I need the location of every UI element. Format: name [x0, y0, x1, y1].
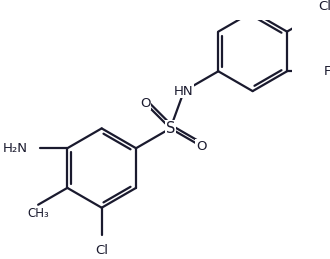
Text: F: F — [323, 65, 330, 78]
Text: Cl: Cl — [318, 0, 330, 13]
Text: O: O — [196, 140, 207, 153]
Text: HN: HN — [174, 85, 194, 98]
Text: O: O — [140, 97, 150, 110]
Text: S: S — [166, 121, 175, 136]
Text: H₂N: H₂N — [2, 142, 27, 155]
Text: CH₃: CH₃ — [27, 207, 49, 220]
Text: Cl: Cl — [95, 244, 108, 257]
